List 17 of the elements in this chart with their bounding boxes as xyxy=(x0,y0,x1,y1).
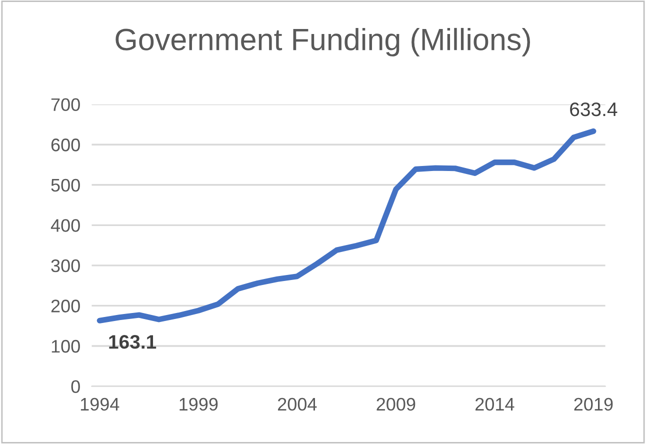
data-label: 163.1 xyxy=(109,334,156,349)
data-label: 633.4 xyxy=(570,102,618,116)
y-tick-label: 0 xyxy=(71,380,80,393)
x-tick-label: 2019 xyxy=(574,398,613,411)
y-tick-label: 600 xyxy=(51,138,80,152)
x-tick-label: 1999 xyxy=(180,398,218,411)
x-tick-label: 2009 xyxy=(376,398,416,411)
y-tick-label: 500 xyxy=(51,178,80,192)
chart-title: Government Funding (Millions) xyxy=(116,28,530,56)
y-tick-label: 700 xyxy=(51,98,80,112)
y-tick-label: 300 xyxy=(51,259,80,272)
x-tick-label: 2014 xyxy=(476,398,514,411)
x-tick-label: 2004 xyxy=(278,398,317,411)
y-tick-label: 100 xyxy=(52,340,80,353)
x-tick-label: 1994 xyxy=(80,398,120,411)
y-tick-label: 200 xyxy=(51,300,80,312)
y-tick-label: 400 xyxy=(50,219,80,232)
